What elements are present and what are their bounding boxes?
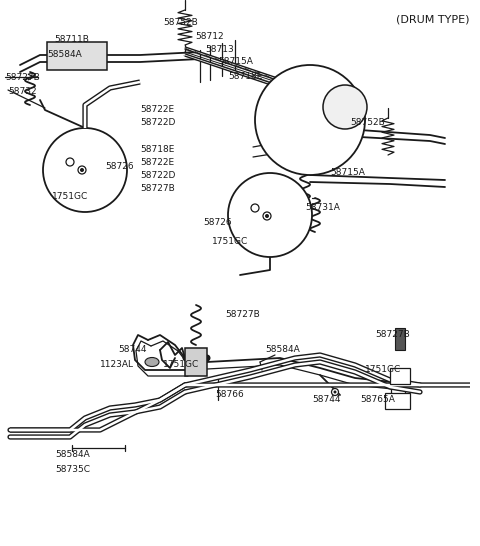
- Text: 58744: 58744: [312, 395, 340, 404]
- Text: 58744: 58744: [118, 345, 146, 354]
- Circle shape: [263, 212, 271, 220]
- Text: 1751GC: 1751GC: [163, 360, 199, 369]
- Text: 58726: 58726: [203, 218, 232, 227]
- Text: 58584A: 58584A: [265, 345, 300, 354]
- Text: 58726: 58726: [105, 162, 133, 171]
- Text: 58715A: 58715A: [218, 57, 253, 66]
- Text: 58715A: 58715A: [330, 168, 365, 177]
- Text: 58713: 58713: [205, 45, 234, 54]
- Text: 1751GC: 1751GC: [365, 365, 401, 374]
- Text: 58712: 58712: [195, 32, 224, 41]
- FancyBboxPatch shape: [185, 348, 207, 376]
- Circle shape: [78, 166, 86, 174]
- Text: 58731A: 58731A: [305, 203, 340, 212]
- Text: 58727B: 58727B: [140, 184, 175, 193]
- Text: 58718E: 58718E: [228, 72, 263, 81]
- Text: 58765A: 58765A: [360, 395, 395, 404]
- Text: 58711B: 58711B: [54, 35, 89, 44]
- Text: (DRUM TYPE): (DRUM TYPE): [396, 14, 470, 24]
- Text: 58584A: 58584A: [55, 450, 90, 459]
- Circle shape: [66, 158, 74, 166]
- Circle shape: [251, 204, 259, 212]
- Text: 1751GC: 1751GC: [52, 192, 88, 201]
- Ellipse shape: [145, 358, 159, 366]
- Text: 58766: 58766: [215, 390, 244, 399]
- Text: 58722D: 58722D: [140, 118, 175, 127]
- Text: 58584A: 58584A: [47, 50, 82, 59]
- Text: 1123AL: 1123AL: [100, 360, 134, 369]
- Text: 58722D: 58722D: [140, 171, 175, 180]
- Text: 58732: 58732: [8, 87, 36, 96]
- Circle shape: [332, 389, 338, 395]
- Circle shape: [43, 128, 127, 212]
- Circle shape: [334, 390, 336, 394]
- Circle shape: [204, 354, 211, 361]
- Text: 58752B: 58752B: [163, 18, 198, 27]
- FancyBboxPatch shape: [385, 393, 410, 409]
- Text: 1751GC: 1751GC: [212, 237, 248, 246]
- Circle shape: [255, 65, 365, 175]
- Circle shape: [265, 214, 269, 218]
- Text: 58735C: 58735C: [55, 465, 90, 474]
- Text: 58752B: 58752B: [350, 118, 385, 127]
- Circle shape: [391, 373, 396, 378]
- Circle shape: [182, 354, 190, 361]
- Text: 58727B: 58727B: [225, 310, 260, 319]
- Circle shape: [80, 168, 84, 172]
- Text: 58722E: 58722E: [140, 158, 174, 167]
- FancyBboxPatch shape: [390, 368, 410, 384]
- Circle shape: [228, 173, 312, 257]
- FancyBboxPatch shape: [47, 42, 107, 70]
- Text: 58718E: 58718E: [140, 145, 174, 154]
- Circle shape: [323, 85, 367, 129]
- Text: 58727B: 58727B: [375, 330, 410, 339]
- Text: 58727B: 58727B: [5, 73, 40, 82]
- FancyBboxPatch shape: [395, 328, 405, 350]
- Text: 58722E: 58722E: [140, 105, 174, 114]
